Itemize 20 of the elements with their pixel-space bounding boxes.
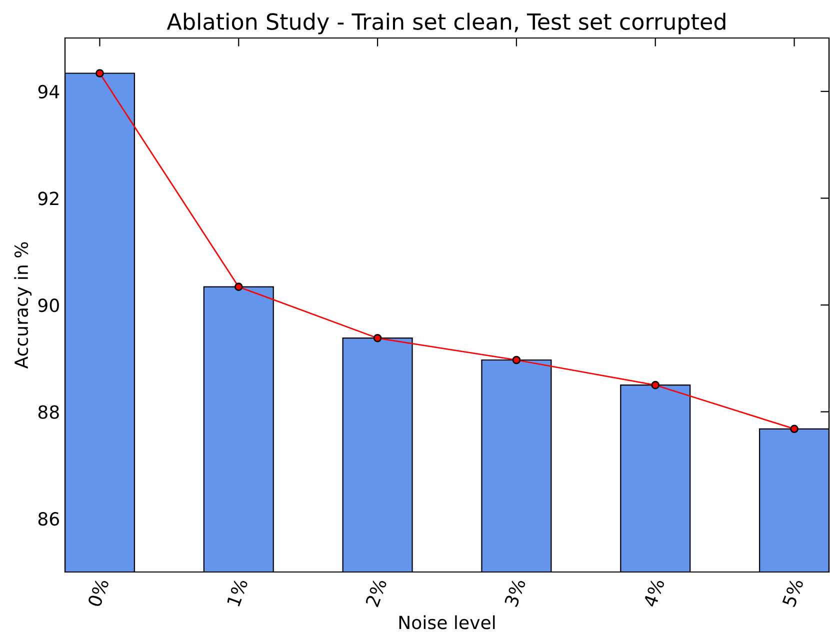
- y-tick-label: 90: [38, 298, 59, 312]
- point: [373, 334, 382, 342]
- x-tick-label: 4%: [642, 578, 665, 608]
- y-axis-title: Accuracy in %: [14, 242, 32, 369]
- chart-title: Ablation Study - Train set clean, Test set corrupted: [166, 12, 726, 34]
- x-axis-title: Noise level: [399, 615, 495, 630]
- x-tick-label: 5%: [782, 578, 804, 608]
- point: [512, 356, 521, 364]
- point: [790, 424, 798, 434]
- x-tick-label: 0%: [87, 578, 110, 608]
- point: [96, 69, 104, 78]
- point: [651, 380, 660, 390]
- x-tick-label: 2%: [365, 578, 388, 608]
- y-tick-label: 86: [38, 512, 59, 526]
- x-tick-label: 1%: [226, 578, 248, 607]
- point: [234, 282, 243, 292]
- y-tick-label: 88: [38, 405, 59, 419]
- y-tick-label: 94: [38, 84, 60, 99]
- x-tick-label: 3%: [504, 578, 526, 608]
- y-tick-label: 92: [38, 192, 58, 206]
